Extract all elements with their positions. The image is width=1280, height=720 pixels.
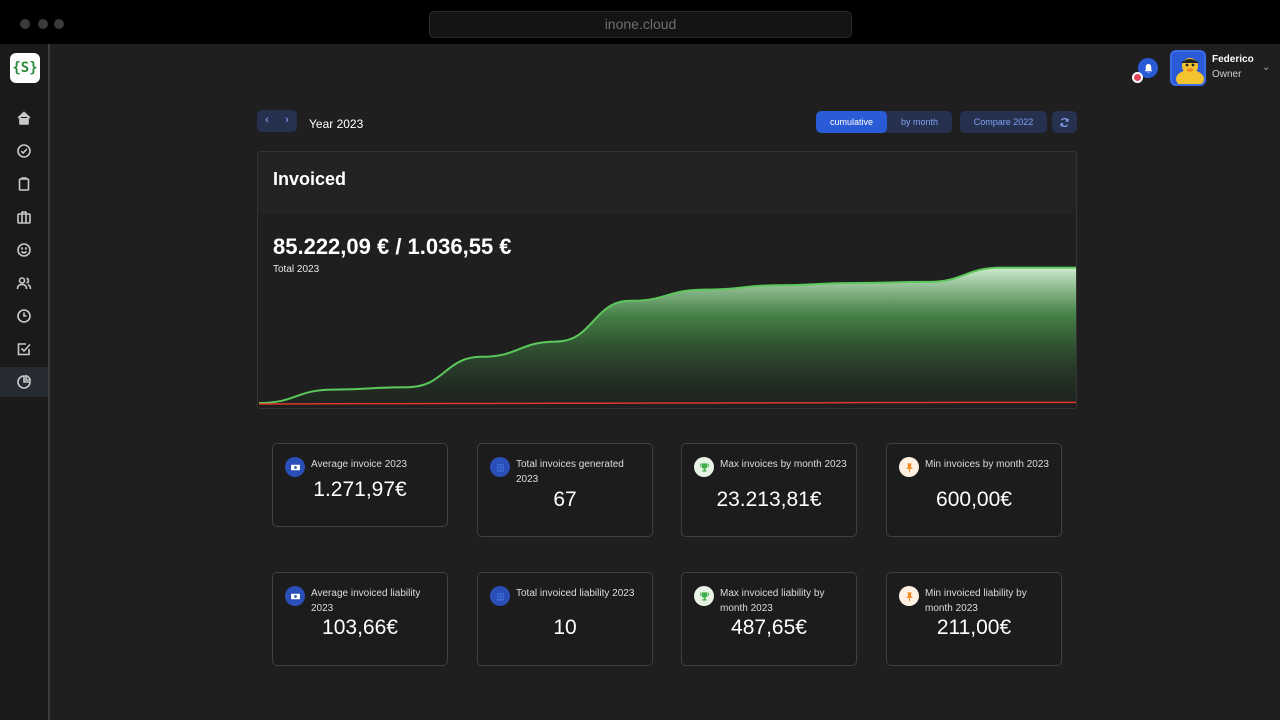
series-line bbox=[258, 401, 1076, 405]
sidebar-item-clients[interactable] bbox=[0, 235, 48, 265]
sidebar: {S} bbox=[0, 44, 50, 720]
series-line bbox=[258, 266, 1076, 405]
sidebar-item-projects[interactable] bbox=[0, 202, 48, 232]
user-name: Federico bbox=[1212, 54, 1254, 65]
stat-value: 10 bbox=[553, 616, 577, 639]
stat-label: Min invoices by month 2023 bbox=[925, 459, 1049, 470]
stat-tile: Max invoiced liability by month 2023 487,… bbox=[681, 572, 857, 666]
window-minimize-button[interactable] bbox=[38, 19, 48, 29]
sidebar-item-team[interactable] bbox=[0, 268, 48, 298]
stat-tile: Average invoiced liability 2023 103,66€ bbox=[272, 572, 448, 666]
invoiced-total: 85.222,09 € / 1.036,55 € bbox=[273, 234, 512, 259]
stat-label: Min invoiced liability by month 2023 bbox=[925, 588, 1027, 614]
sidebar-item-timesheet[interactable] bbox=[0, 301, 48, 331]
building-icon bbox=[490, 457, 510, 477]
pin-icon bbox=[899, 457, 919, 477]
app-window: {S} bbox=[0, 44, 1280, 720]
card-title: Invoiced bbox=[273, 169, 347, 189]
trophy-icon bbox=[694, 586, 714, 606]
pin-icon bbox=[899, 586, 919, 606]
stat-label: Max invoices by month 2023 bbox=[720, 459, 847, 470]
smile-icon bbox=[17, 243, 31, 257]
users-icon bbox=[16, 277, 32, 290]
user-role: Owner bbox=[1212, 69, 1242, 80]
money-icon bbox=[285, 457, 305, 477]
stat-tile: Total invoices generated 2023 67 bbox=[477, 443, 653, 537]
stat-value: 23.213,81€ bbox=[716, 488, 822, 511]
home-icon bbox=[17, 111, 31, 125]
money-icon bbox=[285, 586, 305, 606]
notifications-button[interactable] bbox=[1138, 58, 1158, 78]
window-zoom-button[interactable] bbox=[54, 19, 64, 29]
notification-badge bbox=[1132, 72, 1143, 83]
briefcase-icon bbox=[17, 211, 31, 224]
stat-label: Total invoices generated 2023 bbox=[516, 459, 624, 485]
by-month-view-button[interactable]: by month bbox=[901, 117, 939, 127]
trophy-icon bbox=[694, 457, 714, 477]
sidebar-item-tasks[interactable] bbox=[0, 136, 48, 166]
invoiced-chart bbox=[258, 266, 1076, 405]
stat-tile: Min invoices by month 2023 600,00€ bbox=[886, 443, 1062, 537]
avatar[interactable] bbox=[1170, 50, 1206, 86]
window-close-button[interactable] bbox=[20, 19, 30, 29]
pie-chart-icon bbox=[17, 374, 32, 389]
checkbox-icon bbox=[17, 343, 31, 356]
year-label: Year 2023 bbox=[309, 117, 364, 131]
card-header bbox=[258, 152, 1076, 214]
sidebar-item-approvals[interactable] bbox=[0, 334, 48, 364]
sidebar-item-documents[interactable] bbox=[0, 169, 48, 199]
stat-label: Average invoice 2023 bbox=[311, 459, 407, 470]
series-area bbox=[259, 267, 1076, 404]
stat-value: 1.271,97€ bbox=[313, 478, 407, 501]
stat-value: 67 bbox=[553, 488, 577, 511]
invoiced-chart-card: Invoiced 85.222,09 € / 1.036,55 € Total … bbox=[257, 151, 1077, 409]
stat-label: Average invoiced liability 2023 bbox=[311, 588, 421, 614]
cumulative-view-button[interactable]: cumulative bbox=[816, 111, 888, 133]
stat-value: 211,00€ bbox=[936, 616, 1012, 639]
clipboard-icon bbox=[18, 177, 30, 191]
bell-icon bbox=[1144, 63, 1152, 73]
browser-chrome: inone.cloud bbox=[0, 0, 1280, 44]
duck-avatar-image bbox=[1172, 52, 1204, 84]
next-year-button[interactable]: › bbox=[285, 114, 289, 126]
stat-value: 103,66€ bbox=[322, 616, 398, 639]
year-navigation: ‹ › bbox=[257, 110, 297, 132]
invoiced-total-caption: Total 2023 bbox=[273, 264, 320, 275]
check-circle-icon bbox=[17, 144, 31, 158]
address-bar[interactable]: inone.cloud bbox=[429, 11, 852, 38]
previous-year-button[interactable]: ‹ bbox=[265, 114, 269, 126]
refresh-button[interactable] bbox=[1052, 111, 1077, 133]
refresh-icon bbox=[1060, 117, 1069, 127]
stat-label: Total invoiced liability 2023 bbox=[516, 588, 635, 599]
clock-icon bbox=[17, 309, 31, 323]
stat-tile: Average invoice 2023 1.271,97€ bbox=[272, 443, 448, 527]
building-icon bbox=[490, 586, 510, 606]
stat-tile: Max invoices by month 2023 23.213,81€ bbox=[681, 443, 857, 537]
stat-label: Max invoiced liability by month 2023 bbox=[720, 588, 825, 614]
stat-tile: Min invoiced liability by month 2023 211,… bbox=[886, 572, 1062, 666]
sidebar-item-analytics[interactable] bbox=[0, 367, 48, 397]
view-toggle: cumulative by month bbox=[816, 111, 953, 133]
stat-value: 600,00€ bbox=[936, 488, 1012, 511]
compare-button[interactable]: Compare 2022 bbox=[960, 111, 1047, 133]
sidebar-item-home[interactable] bbox=[0, 103, 48, 133]
chevron-down-icon[interactable]: ⌄ bbox=[1262, 62, 1271, 73]
stat-tile: Total invoiced liability 2023 10 bbox=[477, 572, 653, 666]
stat-value: 487,65€ bbox=[731, 616, 807, 639]
app-logo[interactable]: {S} bbox=[10, 53, 40, 83]
